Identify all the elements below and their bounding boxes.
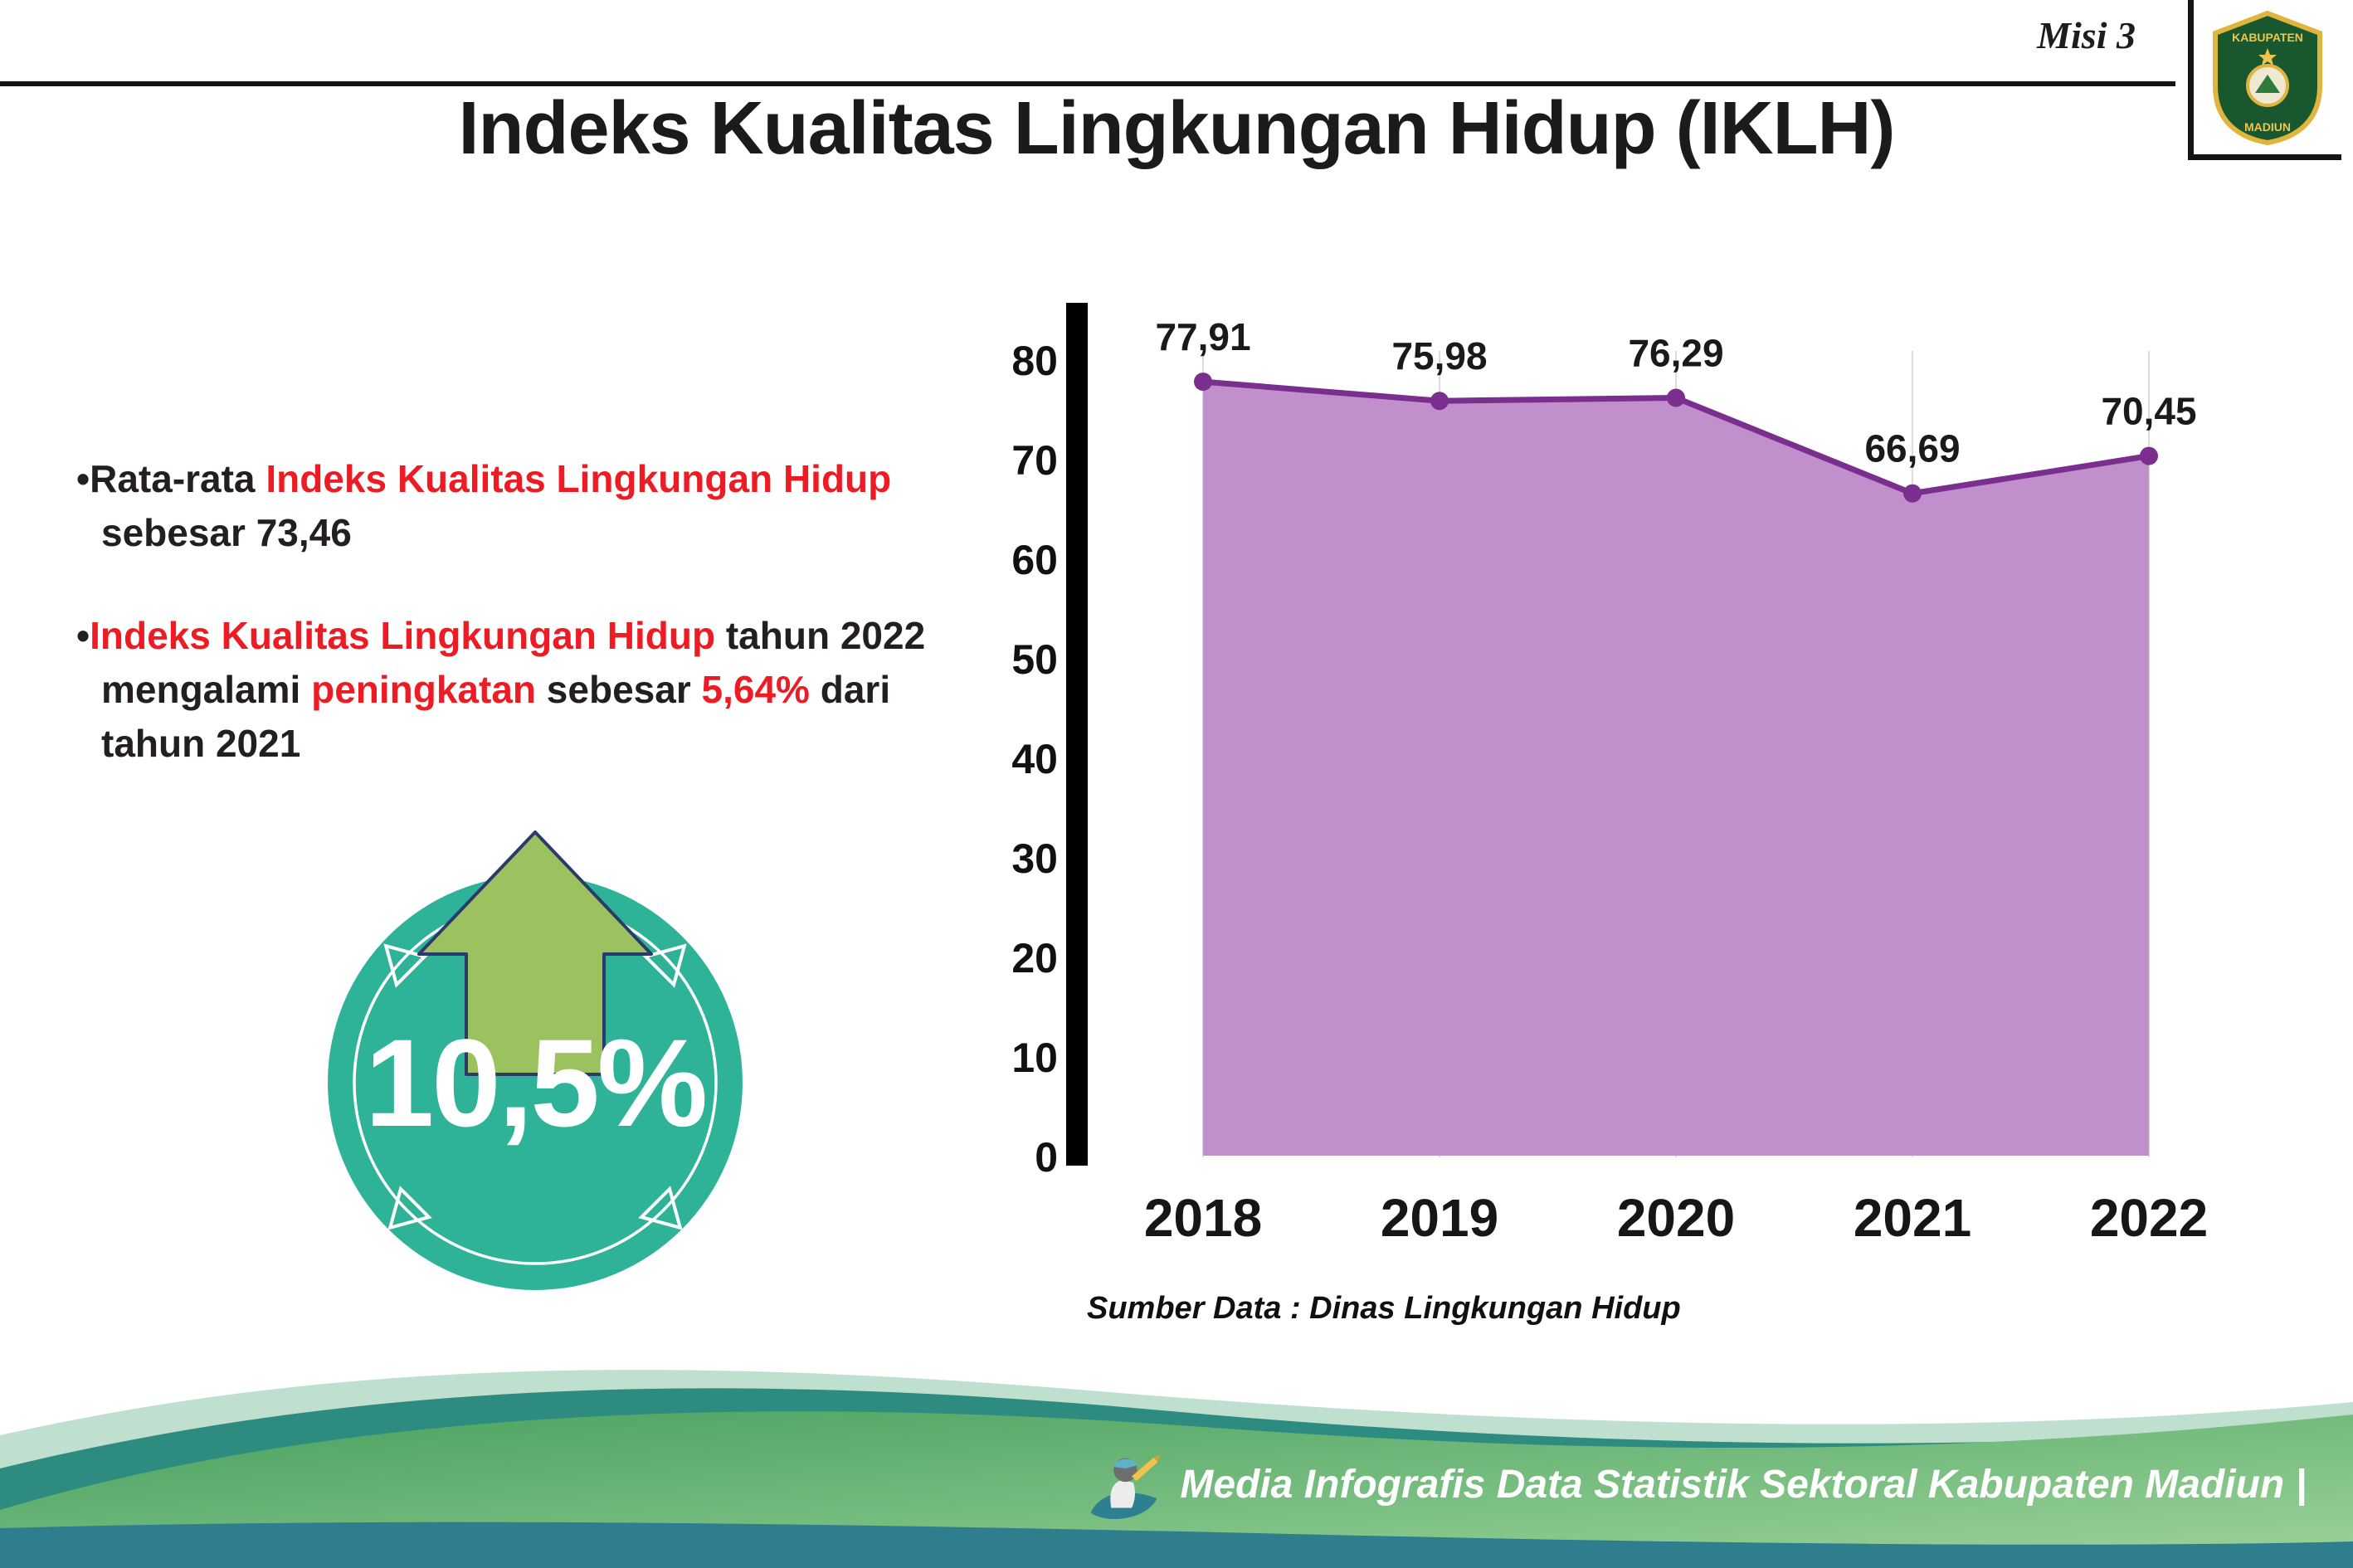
misi-label: Misi 3	[2037, 14, 2136, 56]
bullet-average: •Rata-rata Indeks Kualitas Lingkungan Hi…	[76, 452, 972, 561]
text-segment: sebesar	[536, 667, 702, 711]
svg-text:2020: 2020	[1617, 1188, 1735, 1248]
credit-text: Media Infografis Data Statistik Sektoral…	[1180, 1463, 2307, 1507]
iklh-chart-svg: 0 10 20 30 40 50 60 70 80 77,91 75,98 76,29 66,69 70,…	[1011, 303, 2208, 1248]
svg-text:2022: 2022	[2090, 1188, 2208, 1248]
data-source: Sumber Data : Dinas Lingkungan Hidup	[1087, 1291, 1681, 1326]
svg-text:2018: 2018	[1144, 1188, 1262, 1248]
text-segment: 5,64%	[701, 667, 810, 711]
text-segment: Indeks Kualitas Lingkungan Hidup	[90, 613, 716, 657]
page-title: Indeks Kualitas Lingkungan Hidup (IKLH)	[458, 87, 1895, 170]
summary-bullets: •Rata-rata Indeks Kualitas Lingkungan Hi…	[76, 452, 972, 820]
wave-strip	[0, 1522, 2353, 1568]
arrow-up-icon	[417, 830, 653, 1076]
svg-text:60: 60	[1011, 537, 1058, 583]
badge-value: 10,5%	[364, 1012, 708, 1152]
text-segment: Indeks Kualitas Lingkungan Hidup	[266, 457, 892, 500]
svg-text:76,29: 76,29	[1628, 332, 1723, 375]
svg-text:30: 30	[1011, 835, 1058, 882]
header-divider	[0, 81, 2175, 86]
triangle-mark	[638, 1186, 683, 1230]
svg-text:80: 80	[1011, 338, 1058, 384]
svg-text:40: 40	[1011, 736, 1058, 782]
triangle-mark	[383, 943, 428, 988]
kabupaten-madiun-logo: KABUPATEN MADIUN	[2213, 10, 2322, 146]
triangle-mark	[387, 1186, 432, 1230]
text-segment: Rata-rata	[90, 457, 266, 500]
iklh-chart: 0 10 20 30 40 50 60 70 80 77,91 75,98 76,29 66,69 70,…	[979, 274, 2240, 1369]
bullet-marker: •	[76, 457, 90, 500]
bullet-increase: •Indeks Kualitas Lingkungan Hidup tahun …	[76, 609, 972, 772]
svg-text:75,98: 75,98	[1391, 334, 1487, 377]
mascot-body	[1110, 1479, 1136, 1508]
svg-text:70: 70	[1011, 437, 1058, 484]
badge-circle	[328, 875, 743, 1290]
increase-badge-graphic	[328, 830, 743, 1290]
svg-text:77,91: 77,91	[1155, 315, 1250, 358]
svg-text:66,69: 66,69	[1864, 427, 1960, 470]
footer-wave	[0, 1370, 2353, 1568]
pencil-icon	[1132, 1457, 1158, 1482]
increase-badge: 10,5%	[299, 825, 772, 1307]
mascot-icon	[1090, 1454, 1162, 1520]
svg-text:2021: 2021	[1854, 1188, 1971, 1248]
svg-text:10: 10	[1011, 1035, 1058, 1081]
svg-text:2019: 2019	[1381, 1188, 1498, 1248]
footer-credit: Media Infografis Data Statistik Sektoral…	[1084, 1441, 2307, 1528]
svg-text:70,45: 70,45	[2101, 390, 2196, 433]
triangle-mark	[642, 943, 687, 988]
star-icon	[2258, 48, 2277, 66]
text-segment: tahun 2022 mengalami	[101, 613, 926, 711]
svg-text:0: 0	[1035, 1134, 1058, 1181]
logo-frame: KABUPATEN MADIUN	[2188, 0, 2341, 160]
svg-text:50: 50	[1011, 636, 1058, 683]
bullet-marker: •	[76, 613, 90, 657]
logo-mountain	[2255, 75, 2280, 93]
mascot-cap	[1113, 1458, 1138, 1469]
text-segment: peningkatan	[311, 667, 537, 711]
pencil-tip	[1153, 1454, 1162, 1463]
svg-text:20: 20	[1011, 935, 1058, 981]
logo-bottom-label: MADIUN	[2244, 120, 2291, 134]
text-segment: sebesar 73,46	[101, 511, 352, 555]
text-segment: dari tahun 2021	[101, 667, 891, 766]
logo-top-label: KABUPATEN	[2232, 31, 2303, 44]
